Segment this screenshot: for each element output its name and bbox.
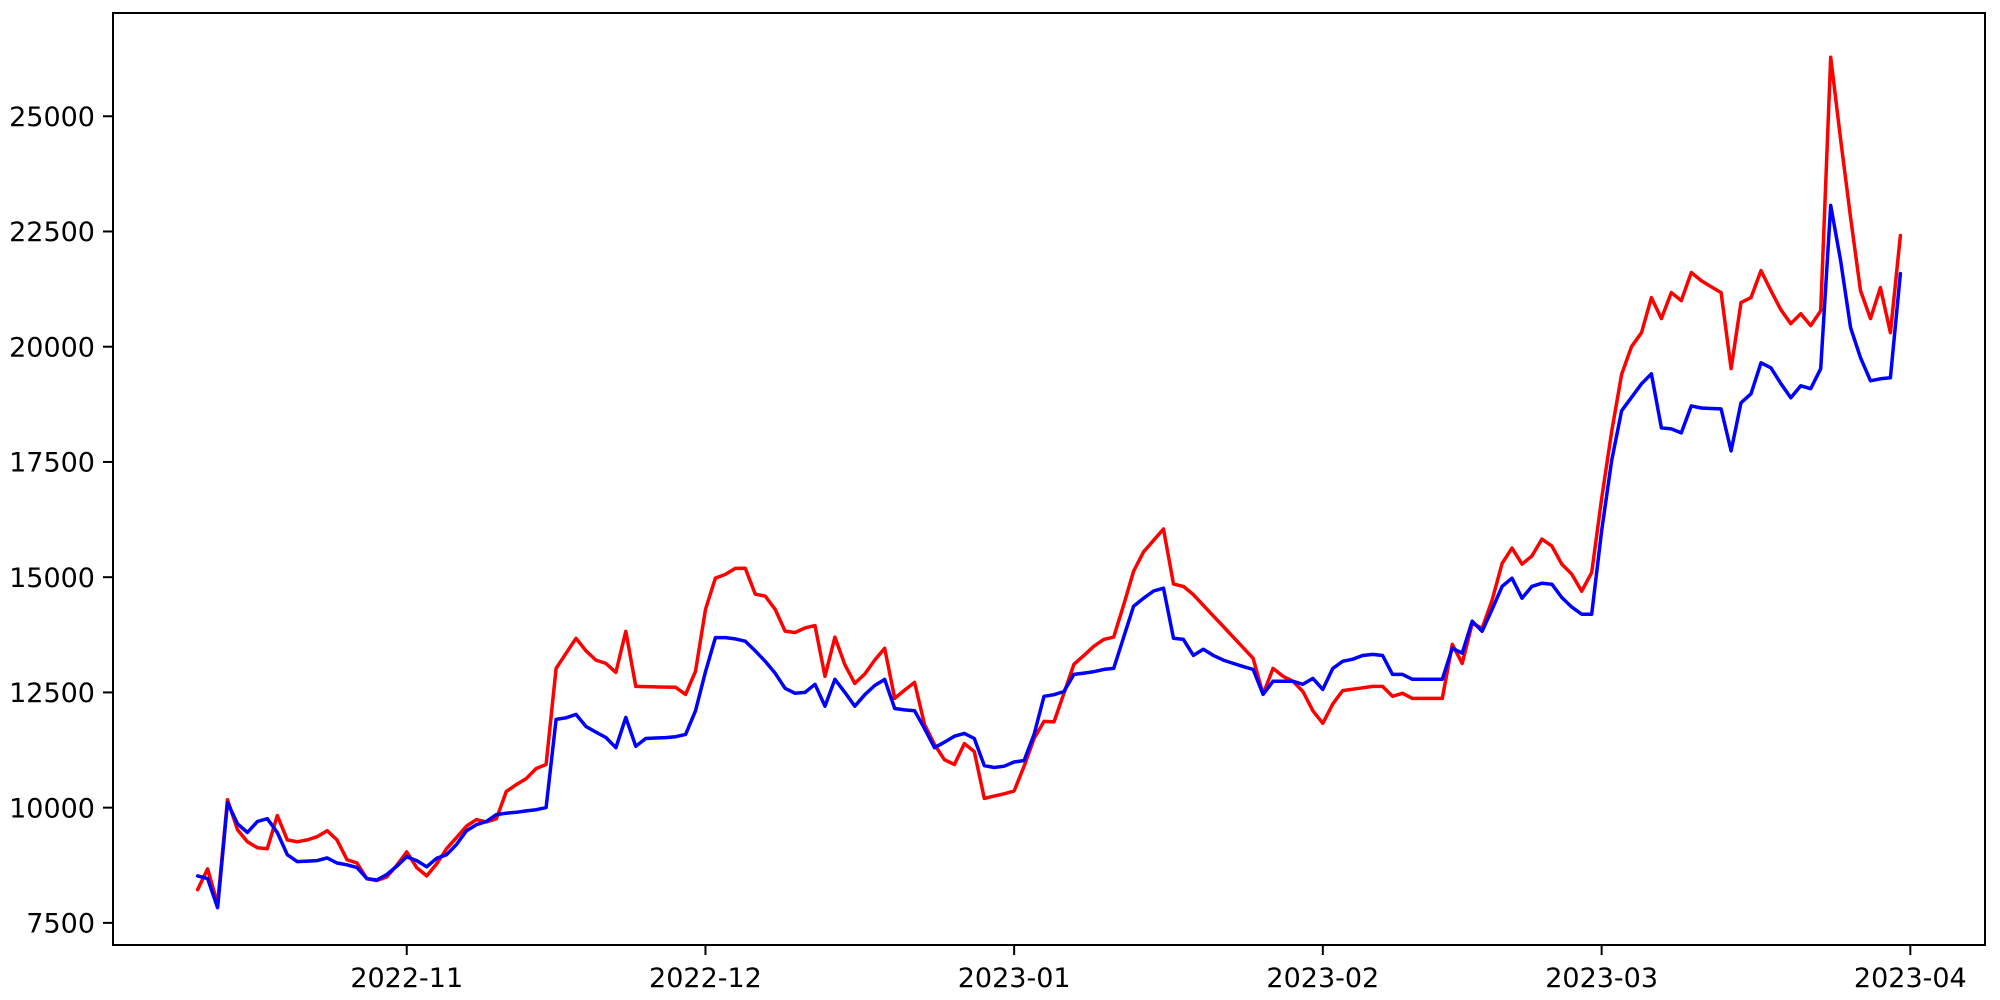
y-tick-label: 20000 bbox=[9, 332, 95, 363]
y-tick-label: 12500 bbox=[9, 678, 95, 709]
plot-border bbox=[112, 12, 1986, 946]
x-tick-label: 2022-12 bbox=[649, 963, 762, 994]
chart-series bbox=[195, 55, 1903, 910]
x-tick-label: 2023-01 bbox=[958, 963, 1071, 994]
y-tick-label: 15000 bbox=[9, 563, 95, 594]
y-tick-label: 25000 bbox=[9, 102, 95, 133]
y-tick-label: 17500 bbox=[9, 448, 95, 479]
x-tick-label: 2022-11 bbox=[350, 963, 463, 994]
axes-spines bbox=[112, 12, 1986, 946]
x-axis-ticks: 2022-11 2022-12 2023-01 2023-02 2023-03 2023-… bbox=[350, 945, 1967, 994]
x-tick-label: 2023-04 bbox=[1854, 963, 1967, 994]
y-tick-label: 10000 bbox=[9, 793, 95, 824]
y-axis-ticks: 7500 10000 12500 15000 17500 20000 22500 25000 bbox=[9, 102, 113, 940]
chart-line-blue-series bbox=[195, 203, 1903, 910]
chart-line-red-series bbox=[195, 55, 1903, 906]
y-tick-label: 22500 bbox=[9, 217, 95, 248]
x-tick-label: 2023-03 bbox=[1545, 963, 1658, 994]
x-tick-label: 2023-02 bbox=[1266, 963, 1379, 994]
y-tick-label: 7500 bbox=[26, 909, 95, 940]
